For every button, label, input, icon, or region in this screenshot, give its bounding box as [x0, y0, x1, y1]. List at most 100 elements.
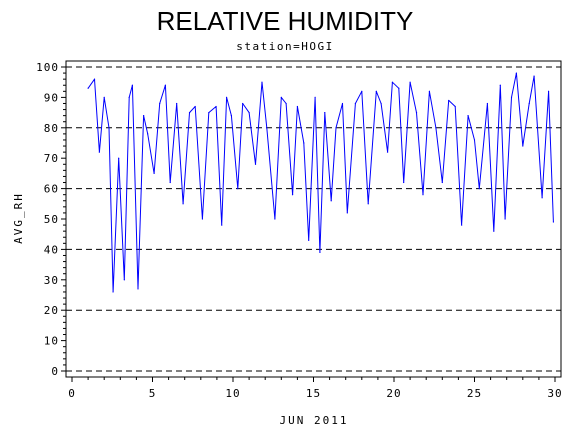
data-point	[515, 72, 517, 74]
x-tick-label: 30	[547, 387, 562, 400]
data-point	[285, 102, 287, 105]
data-point	[510, 96, 513, 98]
data-point	[164, 84, 166, 86]
data-point	[467, 115, 469, 117]
y-tick-label: 90	[44, 91, 59, 104]
y-tick-label: 30	[44, 274, 59, 287]
data-point	[386, 151, 389, 153]
y-tick-label: 80	[44, 122, 59, 135]
data-point	[335, 127, 337, 129]
data-point	[441, 181, 443, 184]
data-point	[147, 133, 149, 135]
data-point	[176, 102, 178, 105]
data-point	[169, 181, 171, 184]
data-point	[230, 115, 232, 117]
data-point	[522, 145, 524, 147]
data-point	[552, 221, 554, 223]
data-point	[103, 96, 105, 98]
data-point	[341, 102, 344, 105]
data-point	[87, 87, 89, 89]
data-point	[361, 90, 363, 92]
data-point	[159, 102, 161, 105]
x-tick-label: 25	[467, 387, 482, 400]
data-point	[409, 81, 411, 83]
y-tick-label: 10	[44, 335, 59, 348]
data-point	[504, 218, 506, 220]
data-point	[346, 212, 348, 214]
data-point	[478, 188, 480, 190]
data-point	[98, 151, 100, 153]
data-point	[93, 78, 96, 80]
data-point	[182, 203, 184, 205]
data-point	[541, 197, 543, 199]
data-point	[118, 157, 120, 159]
data-point	[330, 200, 332, 202]
y-tick-label: 20	[44, 304, 59, 317]
data-point	[280, 96, 282, 98]
data-point	[448, 99, 450, 102]
data-point	[112, 291, 114, 293]
data-point	[131, 84, 133, 86]
y-tick-label: 60	[44, 183, 59, 196]
data-point	[499, 84, 501, 86]
data-point	[248, 112, 250, 114]
data-point	[486, 102, 488, 105]
x-tick-label: 15	[306, 387, 321, 400]
data-point	[123, 279, 125, 281]
data-point	[391, 81, 393, 83]
y-tick-label: 40	[44, 243, 59, 256]
data-point	[194, 105, 196, 108]
data-point	[314, 96, 316, 98]
series	[87, 72, 554, 293]
data-point	[266, 127, 268, 129]
data-point	[201, 218, 204, 220]
data-point	[422, 194, 424, 196]
chart-subtitle: station=HOGI	[236, 40, 333, 53]
data-point	[242, 102, 244, 105]
data-point	[291, 194, 294, 196]
data-point	[398, 87, 400, 89]
data-point	[375, 90, 377, 92]
data-point	[261, 81, 263, 83]
data-point	[215, 105, 217, 108]
data-point	[153, 172, 155, 174]
chart-title: RELATIVE HUMIDITY	[157, 6, 414, 36]
data-point	[303, 142, 305, 144]
y-tick-label: 50	[44, 213, 59, 226]
data-point	[208, 112, 210, 114]
x-axis-label: JUN 2011	[280, 414, 349, 427]
data-point	[108, 127, 110, 129]
data-point	[454, 105, 456, 108]
data-point	[308, 239, 310, 241]
data-point	[403, 181, 405, 184]
data-point	[354, 102, 356, 105]
y-axis-label: AVG_RH	[12, 192, 25, 244]
data-point	[473, 139, 476, 141]
data-point	[128, 96, 130, 98]
data-point	[319, 251, 321, 254]
avg-rh-line	[87, 72, 554, 293]
data-point	[237, 188, 239, 190]
y-tick-label: 70	[44, 152, 59, 165]
data-point	[188, 112, 191, 114]
data-point	[225, 96, 228, 98]
x-tick-label: 20	[386, 387, 401, 400]
data-point	[435, 127, 437, 129]
data-point	[367, 203, 369, 205]
data-point	[274, 218, 276, 220]
data-point	[221, 224, 223, 226]
data-point	[254, 163, 257, 165]
data-point	[143, 115, 145, 117]
x-tick-label: 5	[149, 387, 157, 400]
data-point	[324, 112, 326, 114]
data-point	[461, 224, 463, 226]
data-point	[528, 102, 530, 105]
data-point	[415, 112, 418, 114]
reference-lines	[66, 66, 561, 372]
data-point	[493, 230, 495, 232]
data-point	[533, 75, 535, 77]
data-point	[547, 90, 550, 92]
data-point	[296, 105, 298, 108]
